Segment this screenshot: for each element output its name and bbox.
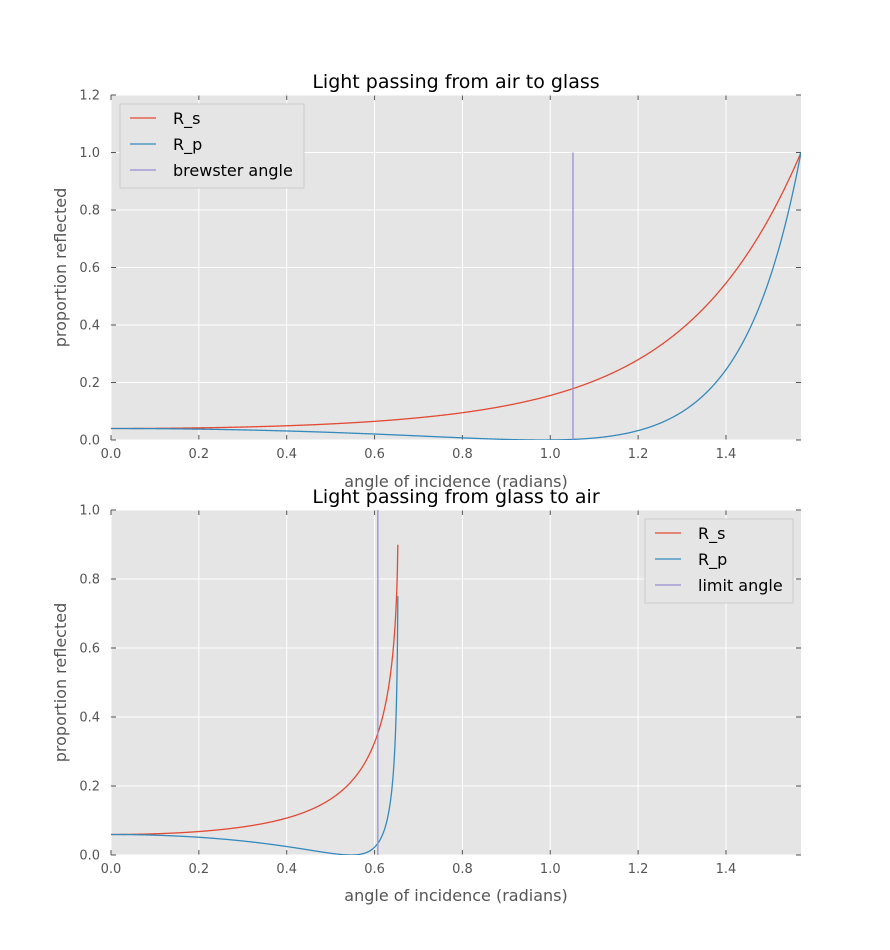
chart-title: Light passing from air to glass (312, 71, 599, 93)
series-group (111, 510, 399, 855)
y-tick-label: 0.4 (79, 711, 100, 726)
y-tick-label: 0.6 (79, 642, 100, 657)
y-tick-label: 0.8 (79, 573, 100, 588)
chart-air-to-glass: 0.0 0.2 0.4 0.6 0.8 1.0 1.2 1.4 0.0 0.2 0.4 0.6 0.8 1… (51, 71, 801, 491)
y-tick-label: 0.6 (79, 261, 100, 276)
x-tick-label: 1.0 (540, 447, 561, 462)
legend-label-r-s: R_s (698, 524, 725, 544)
y-tick-label: 0.0 (79, 849, 100, 864)
x-tick-label: 0.6 (364, 862, 385, 877)
chart-title: Light passing from glass to air (312, 486, 599, 508)
y-tick-label: 0.2 (79, 780, 100, 795)
y-axis-label: proportion reflected (51, 188, 70, 348)
y-tick-label: 1.0 (79, 504, 100, 519)
x-tick-label: 1.4 (716, 862, 737, 877)
x-tick-label: 0.4 (276, 862, 297, 877)
legend: R_s R_p brewster angle (119, 103, 305, 189)
x-tick-label: 0.2 (189, 447, 210, 462)
series-r-s-line (111, 544, 399, 836)
legend-label-brewster-angle: brewster angle (173, 161, 293, 180)
series-r-p-line (111, 152, 801, 440)
series-group (111, 152, 801, 440)
legend-label-r-p: R_p (173, 135, 202, 155)
series-r-s-line (111, 152, 801, 430)
x-tick-label: 0.8 (452, 862, 473, 877)
y-tick-label: 0.8 (79, 204, 100, 219)
series-r-p-line (111, 596, 399, 855)
x-tick-label: 1.0 (540, 862, 561, 877)
chart-glass-to-air: 0.0 0.2 0.4 0.6 0.8 1.0 1.2 1.4 0.0 0.2 0.4 0.6 0.8 1… (51, 486, 801, 905)
legend-label-r-p: R_p (698, 550, 727, 570)
x-tick-label: 1.2 (628, 862, 649, 877)
y-tick-label: 0.0 (79, 434, 100, 449)
x-tick-label: 0.8 (452, 447, 473, 462)
x-tick-label: 1.2 (628, 447, 649, 462)
x-tick-label: 0.4 (276, 447, 297, 462)
x-tick-label: 0.0 (101, 862, 122, 877)
y-tick-label: 0.4 (79, 319, 100, 334)
y-axis-label: proportion reflected (51, 603, 70, 763)
legend-label-limit-angle: limit angle (698, 576, 783, 595)
y-tick-label: 1.2 (79, 89, 100, 104)
x-axis-label: angle of incidence (radians) (344, 886, 567, 905)
x-tick-label: 0.0 (101, 447, 122, 462)
x-axis-label: angle of incidence (radians) (344, 472, 567, 491)
x-tick-label: 0.2 (189, 862, 210, 877)
x-tick-label: 0.6 (364, 447, 385, 462)
y-tick-label: 0.2 (79, 376, 100, 391)
x-tick-label: 1.4 (716, 447, 737, 462)
y-tick-label: 1.0 (79, 146, 100, 161)
legend-label-r-s: R_s (173, 109, 200, 129)
